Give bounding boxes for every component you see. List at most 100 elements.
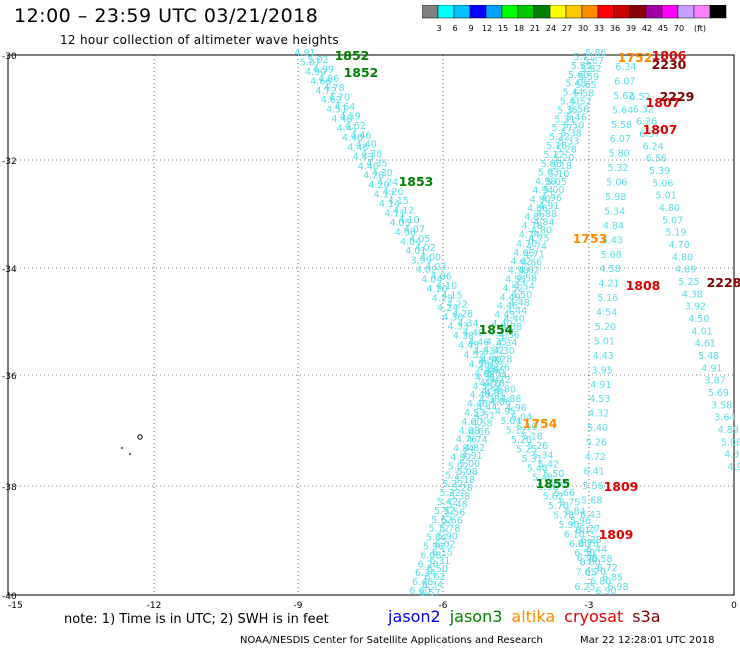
- wave-height-value: 5.00: [543, 185, 564, 196]
- wave-height-value: 4.43: [593, 351, 614, 362]
- wave-height-value: 5.84: [426, 533, 447, 544]
- wave-height-value: 4.20: [382, 187, 403, 198]
- wave-height-value: 3.64: [714, 413, 735, 424]
- wave-height-value: 4.40: [504, 314, 525, 325]
- wave-height-value: 4.04: [400, 237, 421, 248]
- wave-height-value: 4.45: [458, 341, 479, 352]
- wave-height-value: 6.70: [585, 567, 606, 578]
- wave-height-value: 6.50: [574, 548, 595, 559]
- pass-time-label: 1854: [479, 322, 514, 337]
- latitude-tick-label: -34: [2, 265, 17, 275]
- wave-height-value: 5.22: [442, 479, 463, 490]
- wave-height-value: 5.68: [601, 250, 622, 261]
- wave-height-value: 4.50: [688, 314, 709, 325]
- wave-height-value: 5.62: [613, 91, 634, 102]
- latitude-tick-label: -30: [2, 52, 17, 62]
- wave-height-value: 5.08: [457, 467, 478, 478]
- latitude-tick-label: -38: [2, 483, 17, 493]
- colorbar-tick-label: 24: [546, 24, 556, 33]
- wave-height-value: 5.65: [576, 80, 597, 91]
- wave-height-value: 5.01: [594, 336, 615, 347]
- wave-height-value: 4.05: [389, 218, 410, 229]
- wave-height-value: 4.36: [499, 330, 520, 341]
- wave-height-value: 5.34: [532, 450, 553, 461]
- wave-height-value: 4.20: [368, 180, 389, 191]
- wave-height-value: 3.58: [711, 400, 732, 411]
- wave-height-value: 4.28: [363, 171, 384, 182]
- island-shape: [129, 453, 131, 455]
- wave-height-value: 4.01: [691, 326, 712, 337]
- wave-height-value: 4.86: [318, 74, 339, 85]
- wave-height-value: 5.02: [307, 55, 328, 66]
- wave-height-value: 4.31: [475, 372, 496, 383]
- footer-timestamp: Mar 22 12:28:01 UTC 2018: [580, 635, 715, 646]
- wave-height-value: 4.49: [500, 292, 521, 303]
- wave-height-value: 4.32: [483, 346, 504, 357]
- wave-height-value: 5.78: [553, 510, 574, 521]
- wave-height-value: 5.72: [429, 524, 450, 535]
- wave-height-value: 5.06: [606, 178, 627, 189]
- wave-height-value: 6.85: [602, 573, 623, 584]
- wave-height-value: 4.98: [535, 177, 556, 188]
- wave-height-value: 5.18: [454, 475, 475, 486]
- wave-height-value: 4.48: [347, 142, 368, 153]
- wave-height-value: 4.51: [474, 411, 495, 422]
- wave-height-value: 3.99: [411, 256, 432, 267]
- wave-height-value: 4.89: [675, 265, 696, 276]
- wave-height-value: 4.52: [463, 350, 484, 361]
- pass-time-label: 1852: [344, 65, 379, 80]
- wave-height-value: 6.62: [424, 572, 445, 583]
- wave-height-value: 5.28: [556, 145, 577, 156]
- wave-height-value: 4.82: [464, 443, 485, 454]
- wave-height-value: 4.38: [361, 149, 382, 160]
- wave-height-value: 5.12: [506, 426, 527, 437]
- wave-height-value: 4.78: [323, 83, 344, 94]
- wave-height-value: 5.25: [516, 444, 537, 455]
- wave-height-value: 5.56: [444, 507, 465, 518]
- longitude-tick-label: -6: [439, 601, 448, 611]
- colorbar-tick-label: 3: [436, 24, 441, 33]
- wave-height-value: 5.20: [595, 322, 616, 333]
- longitude-tick-label: 0: [731, 601, 737, 611]
- wave-height-value: 4.28: [452, 309, 473, 320]
- wave-height-value: 4.33: [481, 387, 502, 398]
- wave-height-value: 5.71: [573, 52, 594, 63]
- wave-height-value: 4.62: [519, 266, 540, 277]
- wave-height-value: 4.74: [519, 230, 540, 241]
- wave-height-value: 4.40: [470, 390, 491, 401]
- wave-height-value: 4.38: [682, 289, 703, 300]
- wave-height-value: 4.01: [405, 246, 426, 257]
- wave-height-value: 4.02: [416, 265, 437, 276]
- wave-height-value: 5.48: [565, 79, 586, 90]
- colorbar-swatch: [709, 5, 727, 19]
- wave-height-value: 4.75: [528, 233, 549, 244]
- wave-height-value: 4.53: [473, 347, 494, 358]
- wave-height-value: 5.07: [662, 215, 683, 226]
- wave-height-value: 6.12: [575, 526, 596, 537]
- wave-height-value: 6.34: [422, 580, 443, 591]
- wave-height-value: 5.20: [511, 435, 532, 446]
- colorbar-tick-label: 70: [674, 24, 684, 33]
- wave-height-value: 4.76: [456, 435, 477, 446]
- wave-height-value: 5.46: [566, 112, 587, 123]
- wave-height-value: 6.30: [569, 539, 590, 550]
- wave-height-value: 4.84: [453, 444, 474, 455]
- wave-height-value: 5.35: [557, 105, 578, 116]
- wave-height-value: 4.52: [345, 121, 366, 132]
- wave-height-value: 4.72: [316, 86, 337, 97]
- latitude-tick-label: -36: [2, 372, 17, 382]
- wave-height-value: 4.99: [313, 64, 334, 75]
- wave-height-value: 4.38: [479, 395, 500, 406]
- wave-height-value: 4.55: [505, 275, 526, 286]
- wave-height-value: 3.92: [685, 302, 706, 313]
- wave-height-value: 4.28: [484, 378, 505, 389]
- wave-height-value: 4.10: [436, 281, 457, 292]
- wave-height-value: 6.10: [564, 529, 585, 540]
- wave-height-value: 4.96: [541, 193, 562, 204]
- colorbar-tick-label: 21: [530, 24, 540, 33]
- wave-height-value: 4.21: [598, 279, 619, 290]
- wave-height-value: 5.04: [511, 413, 532, 424]
- colorbar-tick-label: 15: [498, 24, 508, 33]
- wave-height-value: 6.72: [597, 563, 618, 574]
